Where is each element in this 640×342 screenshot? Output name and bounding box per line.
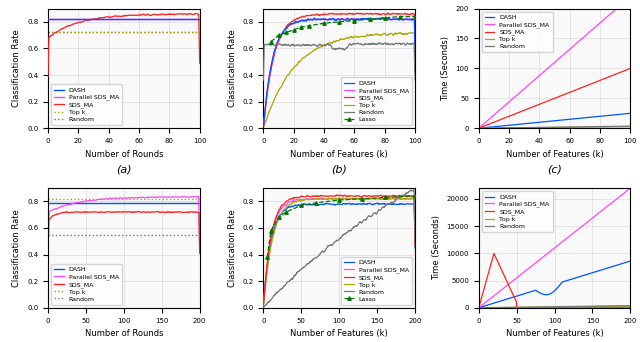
Legend: DASH, Parallel SDS_MA, SDS_MA, Top k, Random: DASH, Parallel SDS_MA, SDS_MA, Top k, Ra… xyxy=(51,264,122,305)
X-axis label: Number of Features (k): Number of Features (k) xyxy=(291,149,388,159)
Text: (b): (b) xyxy=(332,164,347,174)
Legend: DASH, Parallel SDS_MA, SDS_MA, Top k, Random: DASH, Parallel SDS_MA, SDS_MA, Top k, Ra… xyxy=(482,191,553,232)
X-axis label: Number of Features (k): Number of Features (k) xyxy=(291,329,388,338)
Y-axis label: Classification Rate: Classification Rate xyxy=(228,209,237,287)
Legend: DASH, Parallel SDS_MA, SDS_MA, Top k, Random: DASH, Parallel SDS_MA, SDS_MA, Top k, Ra… xyxy=(51,84,122,125)
Y-axis label: Time (Seconds): Time (Seconds) xyxy=(441,36,450,101)
Y-axis label: Classification Rate: Classification Rate xyxy=(12,29,22,107)
Legend: DASH, Parallel SDS_MA, SDS_MA, Top k, Random, Lasso: DASH, Parallel SDS_MA, SDS_MA, Top k, Ra… xyxy=(341,77,412,125)
Legend: DASH, Parallel SDS_MA, SDS_MA, Top k, Random: DASH, Parallel SDS_MA, SDS_MA, Top k, Ra… xyxy=(482,12,553,52)
X-axis label: Number of Features (k): Number of Features (k) xyxy=(506,149,604,159)
Y-axis label: Time (Seconds): Time (Seconds) xyxy=(432,215,441,280)
Y-axis label: Classification Rate: Classification Rate xyxy=(12,209,22,287)
Text: (c): (c) xyxy=(547,164,562,174)
X-axis label: Number of Rounds: Number of Rounds xyxy=(84,329,163,338)
Text: (a): (a) xyxy=(116,164,132,174)
Y-axis label: Classification Rate: Classification Rate xyxy=(228,29,237,107)
Legend: DASH, Parallel SDS_MA, SDS_MA, Top k, Random, Lasso: DASH, Parallel SDS_MA, SDS_MA, Top k, Ra… xyxy=(341,257,412,305)
X-axis label: Number of Features (k): Number of Features (k) xyxy=(506,329,604,338)
X-axis label: Number of Rounds: Number of Rounds xyxy=(84,149,163,159)
